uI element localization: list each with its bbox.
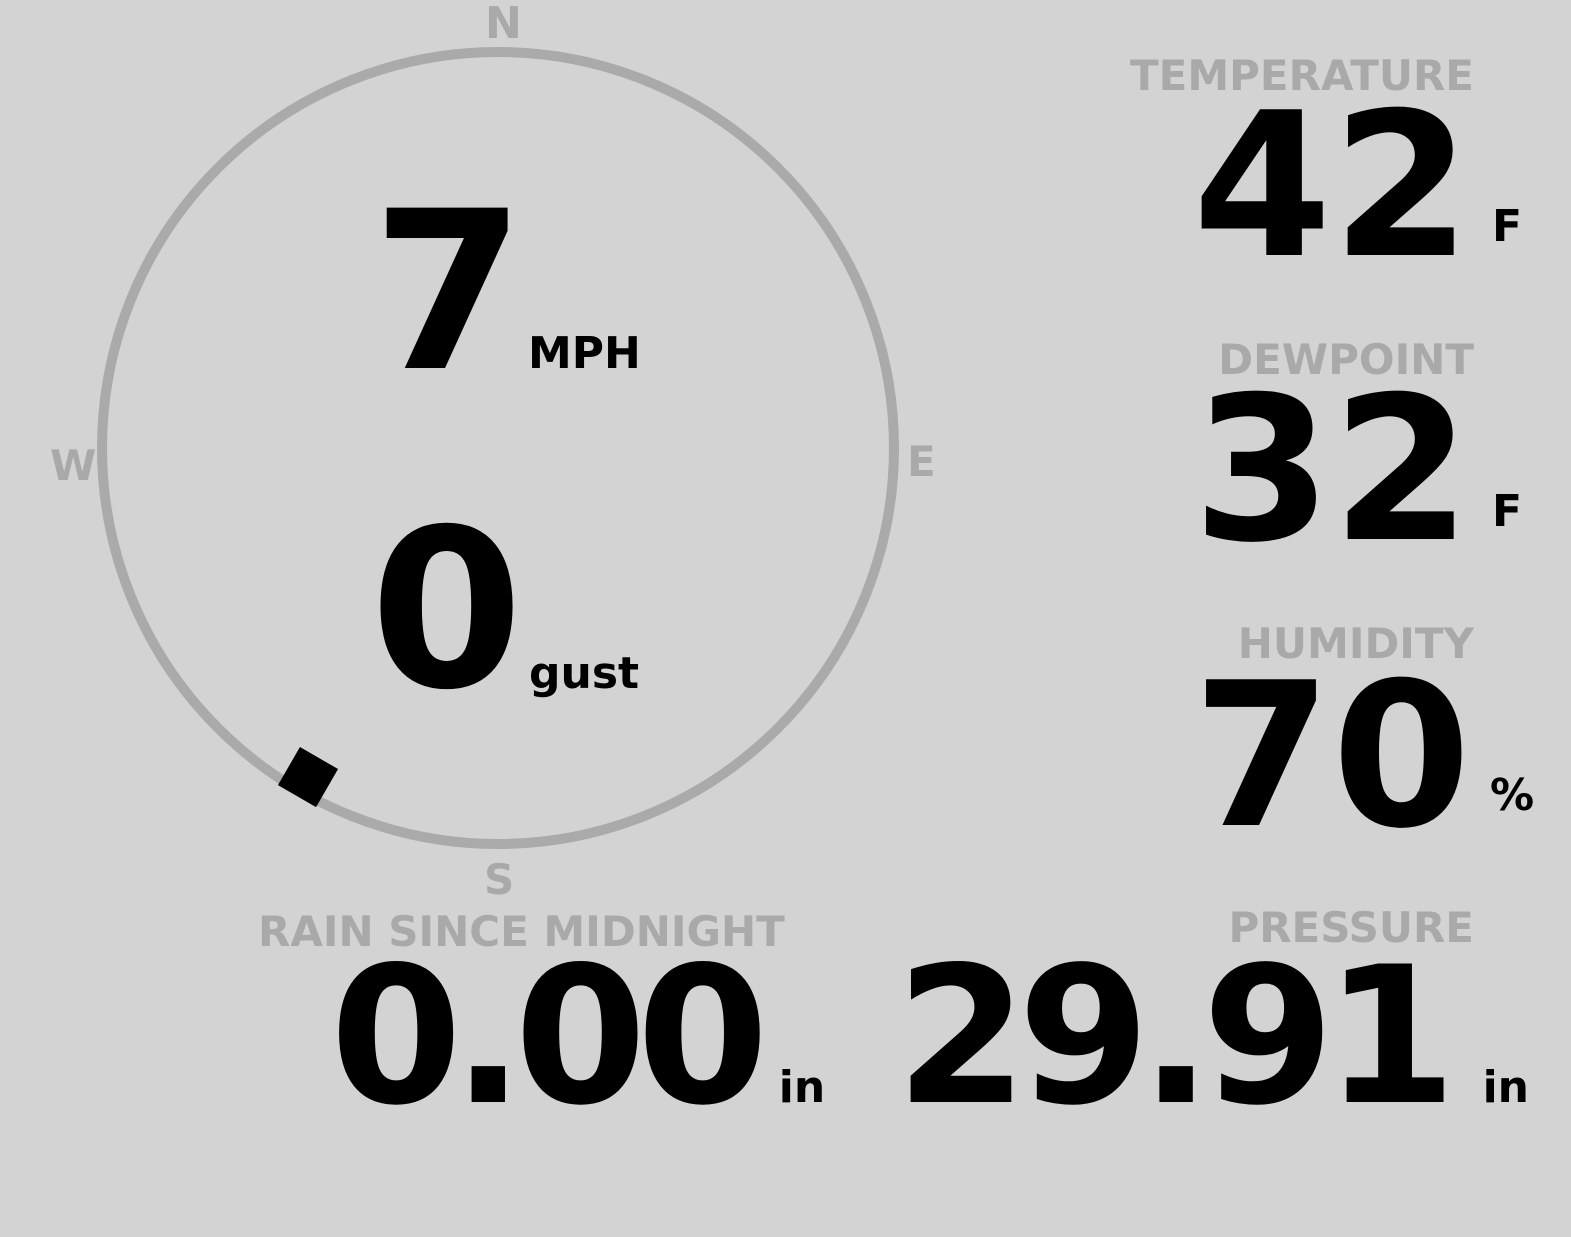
wind-compass bbox=[97, 47, 899, 849]
temperature-unit: F bbox=[1492, 201, 1523, 252]
compass-ring bbox=[97, 47, 899, 849]
wind-gust-unit: gust bbox=[529, 648, 640, 699]
dewpoint-label: DEWPOINT bbox=[1218, 335, 1474, 384]
dewpoint-value: 32 bbox=[1192, 354, 1471, 587]
rain-unit: in bbox=[778, 1062, 826, 1113]
humidity-value: 70 bbox=[1192, 640, 1471, 873]
pressure-reading: 29.91 in bbox=[895, 926, 1529, 1147]
temperature-label: TEMPERATURE bbox=[1130, 51, 1474, 100]
wind-gust-value: 0 bbox=[370, 482, 524, 738]
rain-reading: 0.00 in bbox=[330, 926, 826, 1147]
pressure-unit: in bbox=[1482, 1062, 1529, 1113]
temperature-value: 42 bbox=[1192, 70, 1471, 303]
pressure-label: PRESSURE bbox=[1228, 903, 1474, 952]
rain-label: RAIN SINCE MIDNIGHT bbox=[258, 907, 785, 956]
humidity-unit: % bbox=[1490, 770, 1535, 821]
wind-speed-value: 7 bbox=[372, 164, 526, 420]
pressure-value: 29.91 bbox=[895, 926, 1457, 1147]
compass-south-label: S bbox=[484, 855, 515, 904]
compass-north-label: N bbox=[485, 0, 522, 49]
humidity-label: HUMIDITY bbox=[1237, 619, 1474, 668]
compass-east-label: E bbox=[907, 437, 936, 486]
wind-speed-unit: MPH bbox=[528, 328, 641, 379]
rain-value: 0.00 bbox=[330, 926, 769, 1147]
wind-direction-marker bbox=[277, 747, 339, 808]
dewpoint-unit: F bbox=[1492, 486, 1523, 537]
compass-west-label: W bbox=[50, 441, 97, 490]
